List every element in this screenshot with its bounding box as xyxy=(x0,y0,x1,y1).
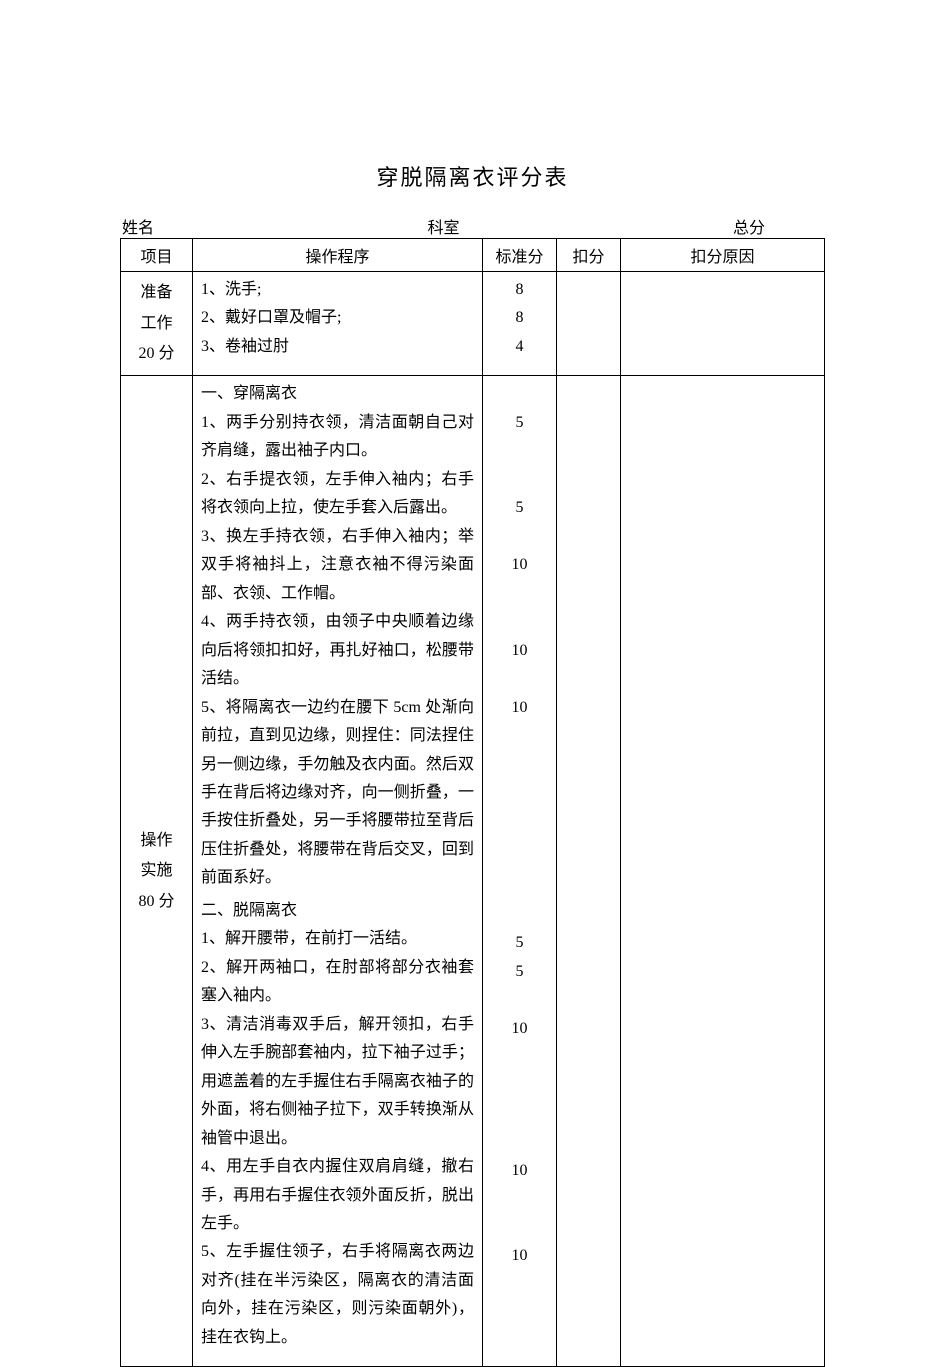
cell-prep-label: 准备 工作 20 分 xyxy=(121,272,193,376)
prep-score-3: 4 xyxy=(487,333,552,361)
op-wear-score-2: 5 xyxy=(487,494,552,522)
table-header-row: 项目 操作程序 标准分 扣分 扣分原因 xyxy=(121,239,825,272)
op-remove-3: 3、清洁消毒双手后，解开领扣，右手伸入左手腕部套袖内，拉下袖子过手；用遮盖着的左… xyxy=(201,1011,474,1153)
prep-label-1: 准备 xyxy=(127,278,186,308)
field-name-label: 姓名 xyxy=(122,214,154,238)
col-procedure: 操作程序 xyxy=(193,239,483,272)
prep-line-1: 1、洗手; xyxy=(201,276,474,304)
op-wear-head: 一、穿隔离衣 xyxy=(201,380,474,408)
col-reason: 扣分原因 xyxy=(621,239,825,272)
cell-prep-proc: 1、洗手; 2、戴好口罩及帽子; 3、卷袖过肘 xyxy=(193,272,483,376)
field-total-label: 总分 xyxy=(733,214,765,238)
op-remove-score-5: 10 xyxy=(487,1242,552,1270)
prep-label-2: 工作 xyxy=(127,309,186,339)
op-remove-score-4: 10 xyxy=(487,1157,552,1185)
prep-line-3: 3、卷袖过肘 xyxy=(201,333,474,361)
cell-prep-score: 8 8 4 xyxy=(483,272,557,376)
op-remove-1: 1、解开腰带，在前打一活结。 xyxy=(201,925,474,953)
op-wear-score-3: 10 xyxy=(487,551,552,579)
op-label-2: 实施 xyxy=(127,856,186,886)
op-remove-5: 5、左手握住领子，右手将隔离衣两边对齐(挂在半污染区，隔离衣的清洁面向外，挂在污… xyxy=(201,1238,474,1352)
prep-line-2: 2、戴好口罩及帽子; xyxy=(201,304,474,332)
cell-op-wear-proc: 一、穿隔离衣 1、两手分别持衣领，清洁面朝自己对齐肩缝，露出袖子内口。 2、右手… xyxy=(193,376,483,897)
field-dept-label: 科室 xyxy=(427,214,459,238)
op-wear-score-4: 10 xyxy=(487,637,552,665)
op-wear-score-1: 5 xyxy=(487,409,552,437)
prep-score-2: 8 xyxy=(487,304,552,332)
op-remove-score-2: 5 xyxy=(487,958,552,986)
header-fields: 姓名 科室 总分 xyxy=(120,214,825,238)
op-wear-3: 3、换左手持衣领，右手伸入袖内；举双手将袖抖上，注意衣袖不得污染面部、衣领、工作… xyxy=(201,523,474,608)
prep-label-3: 20 分 xyxy=(127,339,186,369)
cell-op-wear-reason xyxy=(621,376,825,897)
cell-op-remove-deduct xyxy=(557,897,621,1367)
op-label-3: 80 分 xyxy=(127,887,186,917)
op-wear-score-5: 10 xyxy=(487,694,552,722)
row-op-wear: 操作 实施 80 分 一、穿隔离衣 1、两手分别持衣领，清洁面朝自己对齐肩缝，露… xyxy=(121,376,825,897)
cell-op-wear-deduct xyxy=(557,376,621,897)
col-score: 标准分 xyxy=(483,239,557,272)
cell-op-remove-score: 5 5 10 10 10 xyxy=(483,897,557,1367)
op-wear-1: 1、两手分别持衣领，清洁面朝自己对齐肩缝，露出袖子内口。 xyxy=(201,409,474,466)
row-op-remove: 二、脱隔离衣 1、解开腰带，在前打一活结。 2、解开两袖口，在肘部将部分衣袖套塞… xyxy=(121,897,825,1367)
col-item: 项目 xyxy=(121,239,193,272)
cell-op-remove-reason xyxy=(621,897,825,1367)
op-label-1: 操作 xyxy=(127,826,186,856)
page-title: 穿脱隔离衣评分表 xyxy=(120,160,825,192)
op-remove-2: 2、解开两袖口，在肘部将部分衣袖套塞入袖内。 xyxy=(201,954,474,1011)
op-remove-4: 4、用左手自衣内握住双肩肩缝，撤右手，再用右手握住衣领外面反折，脱出左手。 xyxy=(201,1153,474,1238)
op-remove-head: 二、脱隔离衣 xyxy=(201,897,474,925)
cell-op-remove-proc: 二、脱隔离衣 1、解开腰带，在前打一活结。 2、解开两袖口，在肘部将部分衣袖套塞… xyxy=(193,897,483,1367)
op-remove-score-1: 5 xyxy=(487,929,552,957)
prep-score-1: 8 xyxy=(487,276,552,304)
score-table: 项目 操作程序 标准分 扣分 扣分原因 准备 工作 20 分 1、洗手; 2、戴… xyxy=(120,238,825,1367)
op-wear-5: 5、将隔离衣一边约在腰下 5cm 处渐向前拉，直到见边缘，则捏住：同法捏住另一侧… xyxy=(201,694,474,893)
op-remove-score-3: 10 xyxy=(487,1015,552,1043)
op-wear-2: 2、右手提衣领，左手伸入袖内；右手将衣领向上拉，使左手套入后露出。 xyxy=(201,466,474,523)
cell-op-wear-score: 5 5 10 10 10 xyxy=(483,376,557,897)
op-wear-4: 4、两手持衣领，由领子中央顺着边缘向后将领扣扣好，再扎好袖口，松腰带活结。 xyxy=(201,608,474,693)
col-deduct: 扣分 xyxy=(557,239,621,272)
cell-prep-reason xyxy=(621,272,825,376)
row-prep: 准备 工作 20 分 1、洗手; 2、戴好口罩及帽子; 3、卷袖过肘 8 8 4 xyxy=(121,272,825,376)
cell-op-label: 操作 实施 80 分 xyxy=(121,376,193,1367)
cell-prep-deduct xyxy=(557,272,621,376)
